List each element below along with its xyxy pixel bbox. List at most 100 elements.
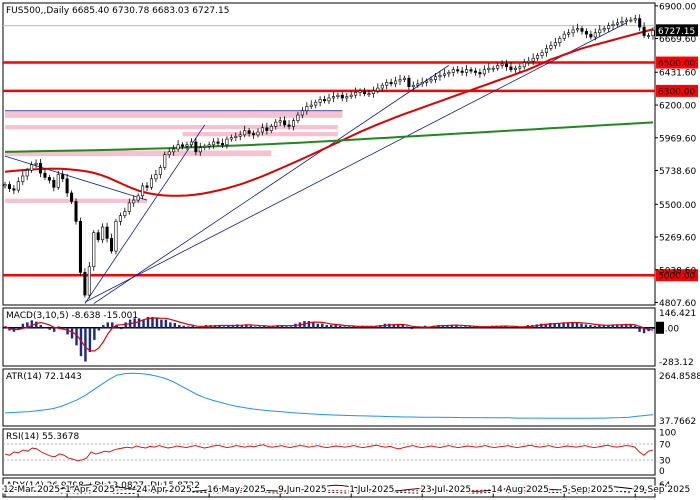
adx-plus-di-line xyxy=(4,488,653,495)
macd-bar xyxy=(151,316,154,328)
candle-body xyxy=(624,19,628,22)
macd-bar xyxy=(410,327,413,330)
macd-signal-line xyxy=(4,317,654,352)
macd-bar xyxy=(575,323,579,328)
price-tick-label-3: 6200.00 xyxy=(659,102,696,112)
rsi-tick-3: 0 xyxy=(659,467,665,477)
candle-body xyxy=(345,96,349,99)
macd-bar xyxy=(602,325,606,328)
candle-body xyxy=(47,177,51,181)
macd-tick-2: -283.12 xyxy=(659,358,694,368)
price-tick-label-7: 5269.60 xyxy=(659,234,696,244)
candle-body xyxy=(260,127,264,133)
candle-body xyxy=(74,201,78,222)
candle-body xyxy=(234,135,238,138)
macd-bar xyxy=(106,322,110,328)
candle-body xyxy=(487,67,491,70)
macd-bar xyxy=(571,322,574,328)
candle-body xyxy=(389,82,393,85)
candle-body xyxy=(194,141,198,153)
macd-bar xyxy=(392,325,396,328)
candle-body xyxy=(562,33,566,39)
macd-tick-1: 0.00 xyxy=(659,324,679,334)
macd-bar xyxy=(401,325,404,328)
macd-bar xyxy=(638,327,641,332)
candle-body xyxy=(278,120,282,123)
macd-bar xyxy=(370,326,373,328)
candle-body xyxy=(536,55,540,59)
macd-bar xyxy=(173,323,177,328)
candle-body xyxy=(127,202,131,212)
macd-bar xyxy=(182,325,185,328)
macd-bar xyxy=(459,326,463,328)
candle-body xyxy=(567,32,571,35)
macd-bar xyxy=(44,327,47,329)
candle-body xyxy=(110,238,114,252)
atr-tick-0: 264.8588 xyxy=(659,372,700,382)
macd-bar xyxy=(236,324,239,328)
candle-body xyxy=(141,185,145,197)
candle-body xyxy=(167,151,171,156)
price-tick-label-5: 5738.60 xyxy=(659,167,696,177)
candle-body xyxy=(176,144,180,150)
macd-bar xyxy=(589,325,592,328)
candle-body xyxy=(540,52,544,56)
macd-bar xyxy=(262,325,266,328)
macd-bar xyxy=(164,319,168,328)
macd-bar xyxy=(441,325,445,328)
candle-body xyxy=(456,69,460,72)
candle-body xyxy=(340,94,344,99)
candle-body xyxy=(354,92,358,96)
macd-bar xyxy=(450,325,454,328)
candle-body xyxy=(132,199,136,204)
macd-bar xyxy=(651,327,655,330)
candle-body xyxy=(647,35,651,37)
price-tick-label-9: 4807.60 xyxy=(659,299,696,309)
candle-body xyxy=(154,174,158,180)
candle-body xyxy=(145,185,149,188)
adx-main-line xyxy=(4,484,654,492)
candle-body xyxy=(118,215,122,222)
candle-body xyxy=(438,75,442,78)
candle-body xyxy=(238,134,242,137)
macd-bar xyxy=(169,322,172,328)
x-tick-label-8: 5 Sep 2025 xyxy=(562,485,613,495)
candle-body xyxy=(21,175,25,182)
candle-body xyxy=(549,45,553,49)
candle-body xyxy=(318,99,322,103)
trend-line-3 xyxy=(84,22,627,303)
candle-body xyxy=(416,83,420,86)
macd-bar xyxy=(119,327,123,330)
macd-bar xyxy=(405,326,409,328)
candle-body xyxy=(407,77,411,87)
macd-bar xyxy=(598,325,601,328)
macd-bar xyxy=(307,321,311,328)
candle-body xyxy=(136,195,140,201)
adx-tick-1: 1 xyxy=(659,483,665,493)
candle-body xyxy=(296,114,300,121)
candle-body xyxy=(469,69,473,72)
macd-bar xyxy=(321,323,324,328)
x-tick-label-5: 1 Jul 2025 xyxy=(349,485,394,495)
macd-bar xyxy=(312,322,315,328)
candle-body xyxy=(447,72,451,75)
macd-bar xyxy=(473,326,476,328)
macd-bar xyxy=(48,327,51,330)
trend-line-0 xyxy=(4,155,148,201)
macd-bar xyxy=(254,326,257,328)
candle-body xyxy=(371,90,375,95)
x-tick-label-2: 24 Apr 2025 xyxy=(136,485,192,495)
candle-body xyxy=(513,67,517,70)
candle-body xyxy=(158,167,162,175)
candle-body xyxy=(584,31,588,35)
candle-body xyxy=(283,120,287,126)
candle-body xyxy=(3,184,7,187)
candle-body xyxy=(189,141,193,146)
macd-bar xyxy=(21,323,25,328)
macd-zero-marker xyxy=(656,321,664,334)
candle-body xyxy=(362,90,367,95)
candle-body xyxy=(651,30,655,36)
macd-tick-0: 146.421 xyxy=(659,309,696,319)
candle-body xyxy=(207,144,211,147)
macd-bar xyxy=(325,325,328,328)
